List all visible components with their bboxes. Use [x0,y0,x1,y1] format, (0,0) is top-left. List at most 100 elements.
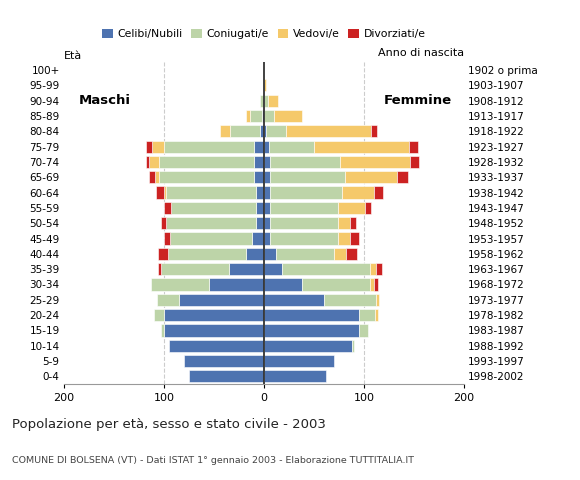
Bar [374,186,383,199]
Bar [146,141,152,153]
Bar [350,232,359,245]
Bar [264,309,359,321]
Bar [152,141,164,153]
Bar [270,202,338,214]
Bar [264,125,266,137]
Bar [159,171,254,183]
Bar [264,202,270,214]
Bar [269,141,314,153]
Bar [264,186,270,199]
Bar [374,278,378,290]
Bar [302,278,370,290]
Bar [397,171,408,183]
Bar [342,186,374,199]
Bar [264,217,270,229]
Bar [229,263,264,275]
Bar [149,171,155,183]
Bar [359,309,375,321]
Legend: Celibi/Nubili, Coniugati/e, Vedovi/e, Divorziati/e: Celibi/Nubili, Coniugati/e, Vedovi/e, Di… [103,29,425,39]
Bar [264,248,276,260]
Bar [338,232,350,245]
Text: Popolazione per età, sesso e stato civile - 2003: Popolazione per età, sesso e stato civil… [12,418,325,431]
Bar [189,370,264,383]
Bar [161,217,166,229]
Bar [158,263,161,275]
Bar [164,324,264,336]
Bar [264,294,324,306]
Text: COMUNE DI BOLSENA (VT) - Dati ISTAT 1° gennaio 2003 - Elaborazione TUTTITALIA.IT: COMUNE DI BOLSENA (VT) - Dati ISTAT 1° g… [12,456,414,465]
Bar [157,294,179,306]
Bar [149,156,159,168]
Bar [264,141,269,153]
Bar [159,156,254,168]
Bar [254,171,264,183]
Bar [359,324,368,336]
Bar [376,294,379,306]
Bar [268,95,278,107]
Bar [375,309,378,321]
Bar [376,263,382,275]
Bar [338,217,350,229]
Bar [338,202,365,214]
Text: Età: Età [64,51,82,61]
Bar [161,324,164,336]
Bar [184,355,264,367]
Bar [260,125,264,137]
Bar [264,263,282,275]
Bar [264,355,334,367]
Text: Anno di nascita: Anno di nascita [378,48,464,58]
Bar [340,156,410,168]
Bar [158,248,168,260]
Bar [230,125,260,137]
Bar [324,294,376,306]
Bar [286,125,371,137]
Bar [264,370,326,383]
Bar [220,125,230,137]
Bar [270,156,340,168]
Bar [146,156,149,168]
Bar [254,141,264,153]
Bar [166,186,256,199]
Bar [171,202,256,214]
Bar [370,278,374,290]
Bar [250,110,262,122]
Bar [164,202,171,214]
Bar [164,309,264,321]
Bar [256,202,264,214]
Bar [161,263,229,275]
Bar [169,339,264,352]
Bar [346,248,357,260]
Bar [352,339,354,352]
Bar [262,110,264,122]
Bar [282,263,370,275]
Bar [256,186,264,199]
Bar [409,141,418,153]
Bar [264,324,359,336]
Bar [264,232,270,245]
Bar [246,248,264,260]
Bar [209,278,264,290]
Text: Maschi: Maschi [79,94,131,107]
Bar [270,171,345,183]
Bar [314,141,409,153]
Bar [164,186,166,199]
Bar [151,278,209,290]
Bar [345,171,397,183]
Bar [264,339,352,352]
Bar [252,232,264,245]
Text: Femmine: Femmine [384,94,452,107]
Bar [274,110,302,122]
Bar [276,248,334,260]
Bar [246,110,250,122]
Bar [164,232,170,245]
Bar [254,156,264,168]
Bar [264,110,274,122]
Bar [260,95,264,107]
Bar [264,156,270,168]
Bar [350,217,356,229]
Bar [410,156,419,168]
Bar [154,309,164,321]
Bar [370,263,376,275]
Bar [264,79,266,92]
Bar [270,186,342,199]
